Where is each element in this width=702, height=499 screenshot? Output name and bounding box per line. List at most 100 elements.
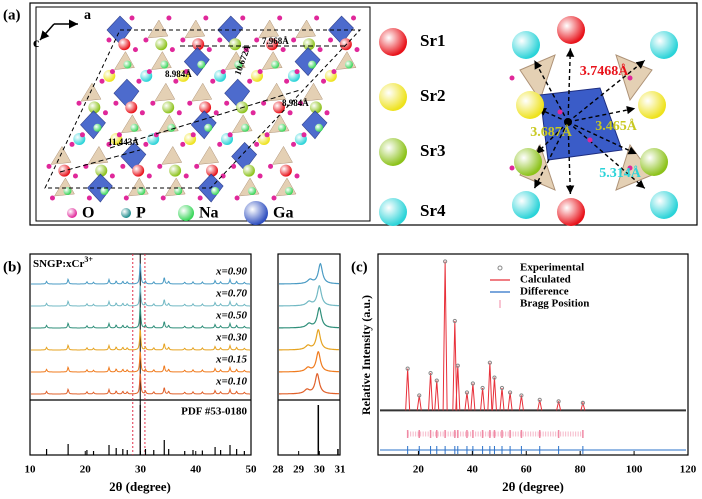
o-atom [143, 37, 149, 43]
o-atom [123, 195, 129, 201]
o-atom [321, 78, 327, 84]
na-atom [100, 187, 109, 195]
experimental-point [507, 390, 513, 395]
calculated-peak [405, 368, 411, 411]
xrd-trace [31, 306, 250, 329]
sample-charge: 3+ [84, 255, 93, 264]
na-atom [93, 123, 102, 132]
o-atom [351, 15, 357, 21]
sr-atom [118, 38, 131, 51]
sr-atom [206, 164, 219, 177]
na-atom [174, 187, 183, 195]
p-tetrahedron [161, 145, 183, 165]
experimental-point [499, 385, 505, 391]
o-atom [301, 132, 307, 138]
experimental-point [443, 259, 448, 264]
site-label: Sr4 [420, 201, 446, 220]
sample-label: SNGP:xCr3+ [33, 255, 93, 270]
o-atom [160, 195, 166, 201]
structure [44, 15, 362, 203]
o-atom [291, 141, 297, 147]
experimental-point [470, 381, 475, 386]
sr-atom [162, 101, 175, 114]
sr-atom [88, 101, 101, 114]
o-atom [298, 100, 304, 106]
sr-atom [514, 148, 542, 176]
o-atom [264, 132, 270, 138]
o-atom [227, 132, 233, 138]
o-atom [143, 141, 149, 147]
trace-label: x=0.15 [215, 354, 248, 366]
ga-polyhedron [183, 47, 210, 77]
o-atom [268, 163, 274, 169]
o-atom [220, 69, 226, 75]
distance-label: 7.968Å [262, 36, 289, 46]
x-tick-label: 30 [314, 464, 326, 476]
bond-arrow [535, 121, 569, 155]
o-atom [109, 69, 115, 75]
panel-a-frame [29, 2, 698, 226]
na-atom [197, 60, 206, 69]
bond-label: 3.465Å [595, 118, 638, 134]
sr-atom [95, 164, 108, 177]
p-tetrahedron [302, 82, 323, 102]
x-axis-title: 2θ (degree) [502, 479, 564, 494]
calculated-peak [455, 365, 461, 411]
p-tetrahedron [191, 82, 213, 102]
reference-label: PDF #53-0180 [181, 406, 247, 418]
na-atom [234, 60, 243, 69]
experimental-point [487, 360, 492, 365]
x-tick-label: 10 [25, 464, 37, 476]
na-atom [137, 187, 146, 195]
atom-label: O [82, 205, 94, 222]
o-atom [557, 109, 563, 115]
sr-atom [512, 31, 540, 59]
experimental-point [405, 366, 410, 371]
x-tick-label: 30 [135, 464, 147, 476]
x-tick-label: 40 [190, 464, 202, 476]
sr-atom [266, 38, 279, 51]
o-atom [129, 15, 135, 21]
atom-swatch [67, 208, 77, 218]
site-swatch [379, 83, 407, 111]
zoom-trace [279, 285, 339, 307]
sr-atom [302, 38, 315, 51]
p-tetrahedron [184, 19, 206, 39]
p-tetrahedron [87, 145, 109, 165]
na-atom [285, 187, 293, 195]
o-atom [254, 141, 260, 147]
na-atom [204, 123, 213, 132]
experimental-point [537, 397, 542, 403]
calculated-peak [480, 387, 486, 411]
calculated-peak [491, 377, 497, 411]
trace-label: x=0.10 [215, 376, 248, 388]
o-atom [294, 173, 300, 179]
bond-arrow [537, 107, 569, 123]
atom-swatch [178, 205, 194, 221]
calculated-peak [452, 320, 458, 411]
sr-atom [169, 164, 182, 177]
sr-atom [650, 31, 678, 59]
bond-arrow [565, 48, 575, 123]
xrd-trace [31, 328, 250, 351]
p-tetrahedron [154, 82, 176, 102]
p-tetrahedron [265, 82, 287, 102]
na-atom [241, 123, 250, 132]
o-atom [136, 78, 142, 84]
sr-atom [638, 91, 666, 119]
sr-atom [640, 148, 668, 176]
ga-polyhedron [217, 15, 244, 45]
na-atom [63, 187, 72, 195]
distance-label: 11.443Å [108, 137, 139, 147]
bond-arrow [567, 121, 638, 155]
panel-label: (c) [351, 259, 368, 275]
ga-polyhedron [294, 47, 321, 77]
o-atom [113, 100, 119, 106]
experimental-point [492, 375, 497, 380]
o-atom [197, 195, 203, 201]
sr-atom [242, 164, 255, 177]
x-tick-label: 120 [680, 464, 697, 476]
experimental-point [434, 378, 439, 383]
atom-swatch [244, 201, 268, 225]
